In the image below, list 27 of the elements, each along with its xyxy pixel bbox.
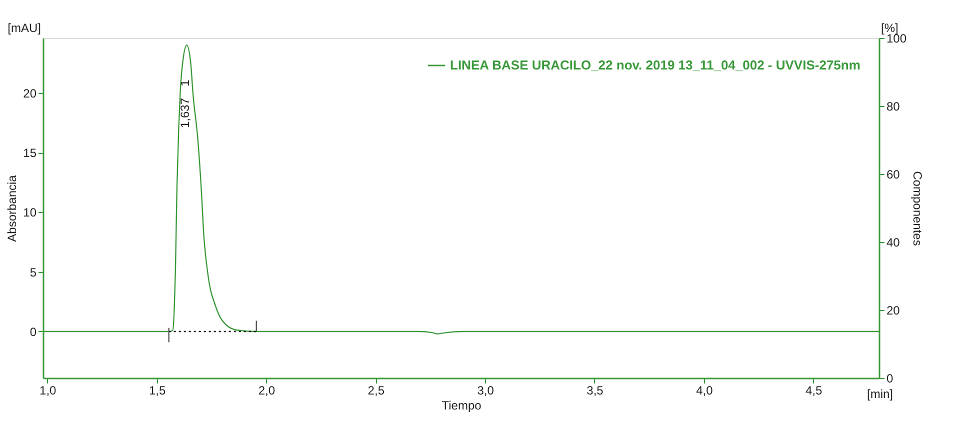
- x-axis-title: Tiempo: [442, 398, 482, 412]
- y2-tick-label: 0: [886, 372, 894, 386]
- y-axis-title: Absorbancia: [5, 174, 20, 242]
- y-tick-label: 15: [23, 146, 37, 160]
- annotation: 1: [178, 79, 192, 86]
- x-tick-label: 3,5: [586, 384, 604, 398]
- annotation: 1,637: [178, 98, 192, 128]
- legend-label: LINEA BASE URACILO_22 nov. 2019 13_11_04_002 - UVVIS-275nm: [450, 58, 860, 72]
- y2-tick-label: 40: [886, 236, 900, 250]
- x-tick-label: 1,0: [40, 384, 57, 398]
- x-tick-label: 2,0: [258, 384, 276, 398]
- y-tick-label: 0: [30, 324, 37, 339]
- x-tick-label: 4,0: [696, 384, 714, 398]
- y2-tick-label: 80: [886, 100, 900, 114]
- y-tick-label: 5: [30, 265, 37, 280]
- y-tick-label: 10: [23, 206, 37, 220]
- text: [min]: [866, 387, 893, 401]
- x-tick-label: 3,0: [477, 384, 494, 398]
- text: [%]: [881, 21, 898, 35]
- y-tick-label: 20: [23, 86, 37, 100]
- y2-tick-label: 20: [886, 304, 900, 318]
- x-tick-label: 2,5: [368, 384, 385, 398]
- y2-axis-title: Componentes: [910, 171, 925, 246]
- x-tick-label: 4,5: [806, 384, 823, 398]
- y2-tick-label: 60: [886, 168, 900, 182]
- text: [mAU]: [8, 21, 41, 35]
- x-tick-label: 1,5: [148, 384, 166, 398]
